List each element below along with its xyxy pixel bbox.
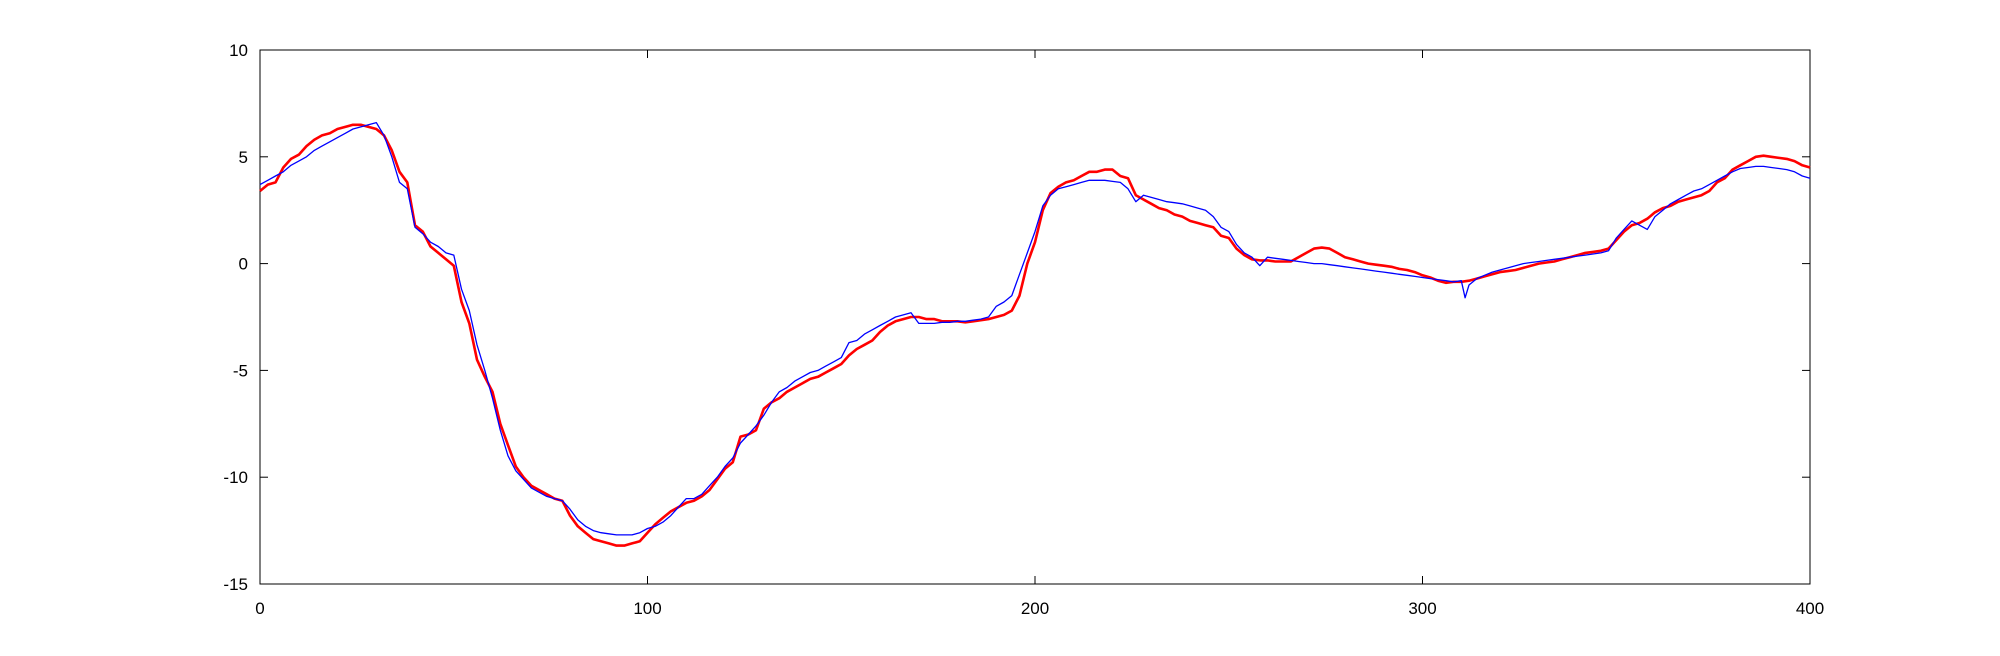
x-tick-label: 100 [633, 599, 661, 618]
series-layer [259, 121, 1811, 547]
x-tick-label: 0 [255, 599, 264, 618]
axis-ticks [259, 49, 1811, 585]
x-axis-tick-labels: 0 100 200 300 400 [255, 599, 1824, 618]
plot-area-frame [259, 49, 1811, 585]
y-axis-tick-labels: 10 5 0 -5 -10 -15 [223, 41, 248, 594]
series-line-1 [259, 123, 1811, 547]
x-tick-label: 200 [1021, 599, 1049, 618]
y-tick-label: -10 [223, 468, 248, 487]
x-tick-label: 400 [1796, 599, 1824, 618]
y-tick-label: -15 [223, 575, 248, 594]
y-tick-label: 0 [239, 255, 248, 274]
y-tick-label: -5 [233, 361, 248, 380]
y-tick-label: 5 [239, 148, 248, 167]
y-tick-label: 10 [229, 41, 248, 60]
series-line-2 [259, 121, 1811, 536]
x-tick-label: 300 [1408, 599, 1436, 618]
